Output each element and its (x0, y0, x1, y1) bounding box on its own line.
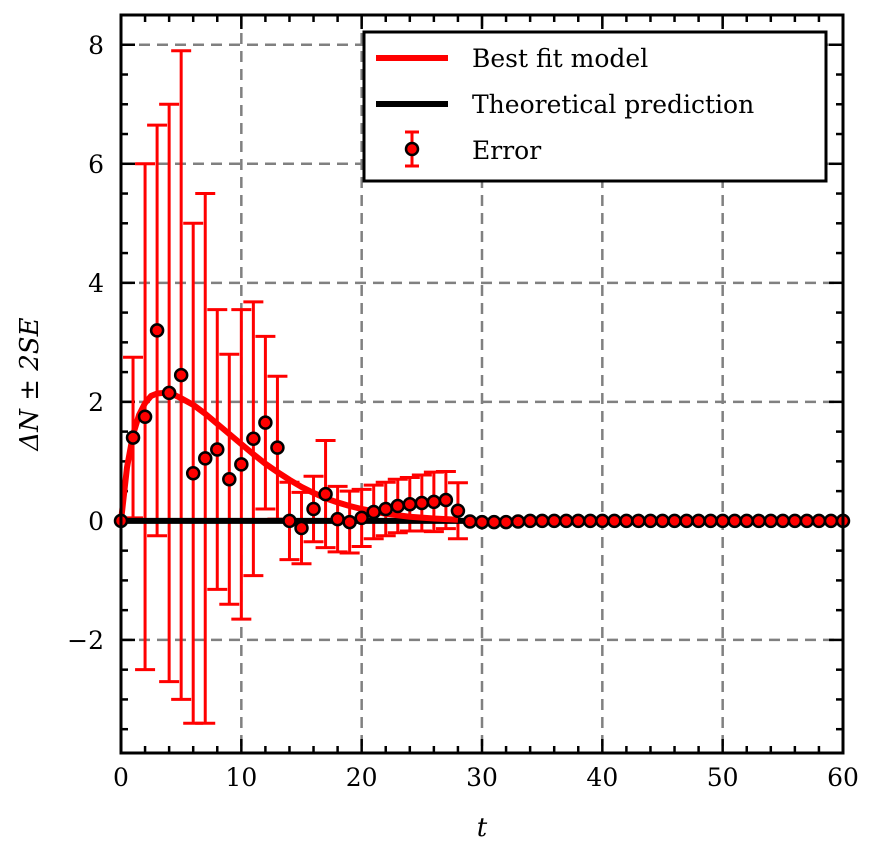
data-point (643, 513, 658, 529)
y-tick-label: 0 (88, 507, 104, 536)
data-point (462, 514, 478, 529)
data-point (222, 471, 237, 487)
plot-frame (119, 13, 845, 755)
data-point (546, 513, 562, 529)
data-point (474, 514, 490, 530)
data-point (691, 513, 706, 529)
x-axis-label: t (477, 813, 488, 843)
data-point (294, 520, 309, 536)
data-point (390, 498, 406, 514)
data-point (510, 514, 526, 529)
data-point (137, 409, 153, 424)
data-point (366, 504, 381, 520)
data-point (667, 513, 682, 529)
data-point (173, 367, 189, 383)
data-point (703, 513, 718, 529)
data-point (258, 415, 273, 430)
data-point (583, 513, 598, 529)
data-point (595, 513, 610, 529)
data-point (354, 510, 369, 526)
data-point (161, 385, 177, 401)
data-point (149, 323, 165, 338)
data-point (727, 513, 742, 529)
data-point (811, 513, 827, 529)
data-point (450, 503, 466, 519)
data-point (197, 451, 213, 466)
legend: Best fit model Theoretical prediction Er… (362, 30, 828, 183)
data-point (522, 513, 538, 529)
data-point (787, 513, 803, 529)
data-point (715, 513, 730, 529)
best-fit-curve (118, 389, 459, 523)
x-tick-label: 60 (827, 763, 859, 792)
data-point (558, 513, 574, 529)
data-point (679, 513, 694, 529)
data-point (438, 492, 454, 508)
legend-label-best-fit: Best fit model (472, 44, 648, 73)
x-tick-label: 30 (466, 763, 498, 792)
data-point (655, 513, 670, 529)
x-tick-label: 0 (113, 763, 129, 792)
data-point (282, 513, 297, 529)
data-point (426, 494, 442, 510)
data-point (210, 442, 225, 457)
data-point (185, 466, 201, 481)
data-point (486, 514, 502, 530)
y-tick-label: 4 (88, 269, 104, 298)
data-point (270, 440, 285, 455)
x-tick-label: 40 (586, 763, 618, 792)
data-point (775, 513, 791, 529)
y-tick-label: 2 (88, 388, 104, 417)
data-point (763, 513, 779, 529)
data-point (402, 496, 418, 512)
data-point (234, 457, 249, 472)
tick-labels: 0 10 20 30 40 50 60 −2 0 2 4 6 8 (67, 31, 859, 792)
legend-swatch-error (404, 130, 420, 168)
y-tick-label: 6 (88, 150, 104, 179)
data-point (498, 514, 514, 530)
plot-area (113, 49, 851, 725)
legend-label-error: Error (472, 136, 541, 165)
data-point (318, 486, 333, 502)
data-point (631, 513, 646, 529)
x-tick-label: 20 (346, 763, 378, 792)
data-point (342, 514, 357, 530)
data-point (246, 431, 261, 447)
data-point (306, 501, 321, 517)
data-point (799, 513, 815, 529)
data-point (534, 513, 550, 529)
y-axis-label: ΔN ± 2SE (15, 317, 45, 451)
x-tick-label: 10 (225, 763, 257, 792)
data-point (378, 501, 393, 517)
data-point (739, 513, 754, 529)
data-point (414, 495, 430, 511)
data-point (751, 513, 767, 529)
data-point (330, 511, 345, 527)
data-point (619, 513, 634, 529)
data-point (607, 513, 622, 529)
data-point (125, 430, 141, 445)
data-point (823, 513, 839, 529)
y-tick-label: −2 (67, 626, 104, 655)
y-tick-label: 8 (88, 31, 104, 60)
data-point (571, 513, 586, 529)
x-tick-label: 50 (707, 763, 739, 792)
legend-label-theoretical: Theoretical prediction (472, 90, 754, 119)
data-points (113, 323, 851, 536)
